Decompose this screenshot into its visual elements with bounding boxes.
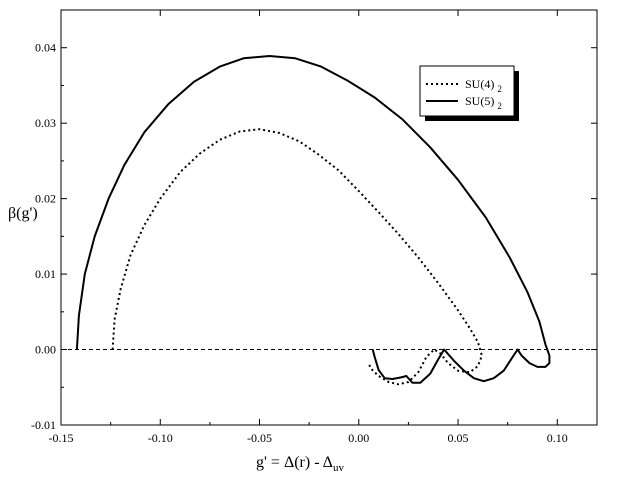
y-tick-label: 0.00: [35, 343, 56, 357]
series-line-su5: [75, 55, 551, 384]
x-tick-label: -0.05: [247, 431, 272, 445]
x-tick-label: 0.00: [348, 431, 369, 445]
x-tick-label: -0.15: [49, 431, 74, 445]
x-tick-label: 0.05: [448, 431, 469, 445]
y-tick-label: 0.04: [35, 41, 56, 55]
y-tick-label: 0.03: [35, 116, 56, 130]
x-tick-label: 0.10: [547, 431, 568, 445]
legend-label-su5-sub: 2: [497, 101, 502, 111]
plot-frame: [60, 9, 598, 426]
y-axis-label: β(g'): [8, 205, 38, 222]
legend-box: [419, 65, 515, 117]
x-axis-label: g' = Δ(r) - Δuv: [256, 454, 344, 474]
y-tick-label: -0.01: [31, 418, 56, 432]
series-line-su4: [111, 128, 483, 386]
legend-label-su4: SU(4) 2: [465, 77, 502, 94]
x-tick-label: -0.10: [148, 431, 173, 445]
y-tick-label: 0.01: [35, 267, 56, 281]
y-tick-label: 0.02: [35, 192, 56, 206]
x-axis-label-subscript: uv: [333, 462, 345, 474]
legend-label-su5: SU(5) 2: [465, 94, 502, 111]
legend: SU(4) 2 SU(5) 2: [419, 65, 519, 121]
legend-label-su4-sub: 2: [497, 84, 502, 94]
